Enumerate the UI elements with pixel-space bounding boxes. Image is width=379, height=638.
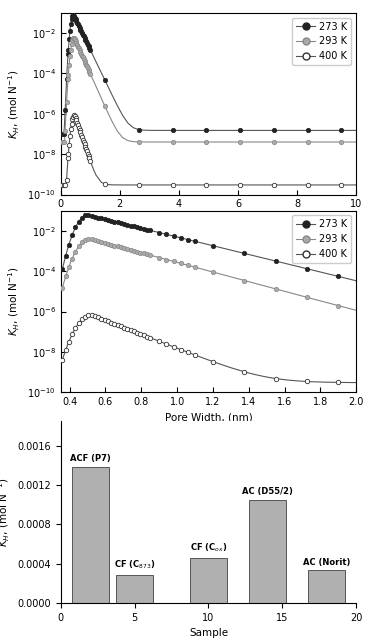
Legend: 273 K, 293 K, 400 K: 273 K, 293 K, 400 K [292,216,351,263]
Bar [249,500,286,603]
X-axis label: Pore Width, (nm): Pore Width, (nm) [164,413,252,423]
Y-axis label: $K_H$, (mol N$^{-1}$): $K_H$, (mol N$^{-1}$) [6,267,22,336]
X-axis label: Sample: Sample [189,628,228,638]
Bar [308,570,345,603]
Text: AC (D55/2): AC (D55/2) [242,487,293,496]
Text: AC (Norit): AC (Norit) [303,558,351,567]
Text: CF (C$_{873}$): CF (C$_{873}$) [114,559,155,572]
Bar [72,467,109,603]
Text: ACF (P7): ACF (P7) [70,454,111,463]
Text: CF (C$_{ox}$): CF (C$_{ox}$) [190,541,227,554]
Y-axis label: $K_H$, (mol N$^{-1}$): $K_H$, (mol N$^{-1}$) [6,69,22,138]
Y-axis label: $K_H$, (mol N$^{-1}$): $K_H$, (mol N$^{-1}$) [0,477,12,547]
X-axis label: Pore Width, (nm): Pore Width, (nm) [164,215,252,225]
Legend: 273 K, 293 K, 400 K: 273 K, 293 K, 400 K [292,18,351,65]
Bar [116,575,153,603]
Bar [190,558,227,603]
